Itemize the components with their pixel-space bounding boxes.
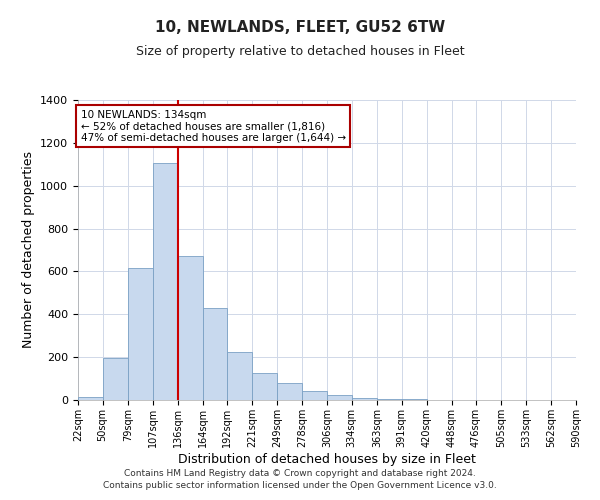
Bar — [277, 383, 302, 400]
Bar — [327, 394, 352, 400]
Bar — [103, 358, 128, 400]
Bar — [78, 397, 103, 400]
Text: Contains HM Land Registry data © Crown copyright and database right 2024.
Contai: Contains HM Land Registry data © Crown c… — [103, 468, 497, 490]
Bar — [178, 256, 203, 400]
X-axis label: Distribution of detached houses by size in Fleet: Distribution of detached houses by size … — [178, 452, 476, 466]
Bar — [203, 308, 227, 400]
Text: 10 NEWLANDS: 134sqm
← 52% of detached houses are smaller (1,816)
47% of semi-det: 10 NEWLANDS: 134sqm ← 52% of detached ho… — [80, 110, 346, 143]
Bar — [253, 373, 277, 400]
Bar — [227, 352, 253, 400]
Text: Size of property relative to detached houses in Fleet: Size of property relative to detached ho… — [136, 45, 464, 58]
Text: 10, NEWLANDS, FLEET, GU52 6TW: 10, NEWLANDS, FLEET, GU52 6TW — [155, 20, 445, 35]
Bar — [352, 398, 377, 400]
Bar — [302, 392, 327, 400]
Bar — [152, 163, 178, 400]
Bar — [128, 268, 152, 400]
Y-axis label: Number of detached properties: Number of detached properties — [22, 152, 35, 348]
Bar — [377, 399, 401, 400]
